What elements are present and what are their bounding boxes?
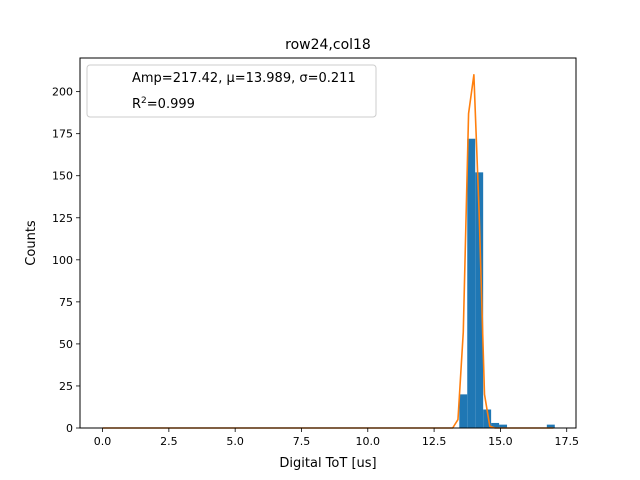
y-tick-label: 100 bbox=[52, 254, 73, 267]
histogram-bars bbox=[459, 138, 555, 428]
legend-fit-label: Amp=217.42, μ=13.989, σ=0.211 bbox=[132, 71, 356, 86]
y-tick-label: 125 bbox=[52, 212, 73, 225]
x-tick-label: 10.0 bbox=[356, 435, 381, 448]
y-axis: 0 25 50 75 100 125 150 175 200 bbox=[52, 86, 80, 435]
x-tick-label: 2.5 bbox=[160, 435, 178, 448]
histogram-bar bbox=[475, 172, 484, 428]
y-tick-label: 50 bbox=[59, 338, 73, 351]
x-axis-label: Digital ToT [us] bbox=[279, 456, 376, 471]
fit-curve bbox=[102, 74, 554, 429]
legend-r2-prefix: R bbox=[132, 97, 141, 112]
y-tick-label: 75 bbox=[59, 296, 73, 309]
histogram-bar bbox=[491, 422, 500, 428]
x-tick-label: 0.0 bbox=[94, 435, 112, 448]
x-tick-label: 5.0 bbox=[226, 435, 244, 448]
fit-curve-group bbox=[102, 74, 554, 429]
y-tick-label: 25 bbox=[59, 380, 73, 393]
histogram-bar bbox=[459, 394, 468, 428]
chart-title: row24,col18 bbox=[285, 37, 371, 53]
legend-r2-superscript: 2 bbox=[141, 96, 147, 106]
x-axis: 0.0 2.5 5.0 7.5 10.0 12.5 15.0 17.5 bbox=[94, 428, 579, 448]
x-tick-label: 7.5 bbox=[293, 435, 311, 448]
x-tick-label: 17.5 bbox=[554, 435, 579, 448]
histogram-bar bbox=[483, 409, 492, 428]
y-tick-label: 175 bbox=[52, 128, 73, 141]
x-tick-label: 12.5 bbox=[422, 435, 447, 448]
histogram-bar bbox=[546, 424, 555, 428]
histogram-bar bbox=[499, 424, 508, 428]
legend-r2-label: R2=0.999 bbox=[132, 96, 195, 112]
legend-r2-value: =0.999 bbox=[147, 97, 195, 112]
y-tick-label: 0 bbox=[66, 422, 73, 435]
legend-box bbox=[86, 64, 377, 118]
y-axis-label: Counts bbox=[24, 220, 39, 266]
y-tick-label: 150 bbox=[52, 170, 73, 183]
plot-frame bbox=[79, 57, 577, 429]
x-tick-label: 15.0 bbox=[488, 435, 513, 448]
y-tick-label: 200 bbox=[52, 86, 73, 99]
legend: Amp=217.42, μ=13.989, σ=0.211 R2=0.999 bbox=[86, 64, 377, 118]
histogram-bar bbox=[467, 138, 476, 428]
